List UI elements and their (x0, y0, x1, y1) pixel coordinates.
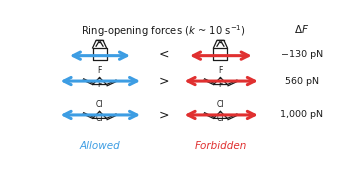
Text: 560 pN: 560 pN (285, 76, 319, 86)
Text: F: F (218, 80, 223, 89)
Text: Cl: Cl (217, 114, 224, 123)
Text: F: F (218, 66, 223, 75)
Text: 1,000 pN: 1,000 pN (280, 110, 323, 120)
Text: >: > (159, 75, 169, 88)
Text: Cl: Cl (217, 100, 224, 109)
Text: F: F (97, 66, 102, 75)
Text: <: < (159, 48, 169, 61)
Text: Ring-opening forces ($k$ ~ 10 s$^{-1}$): Ring-opening forces ($k$ ~ 10 s$^{-1}$) (82, 23, 246, 39)
Text: >: > (159, 108, 169, 121)
Text: $\Delta F$: $\Delta F$ (294, 23, 309, 35)
Text: Allowed: Allowed (79, 141, 120, 151)
Text: Cl: Cl (96, 114, 103, 123)
Text: Forbidden: Forbidden (194, 141, 247, 151)
Text: F: F (97, 80, 102, 89)
Text: Cl: Cl (96, 100, 103, 109)
Text: −130 pN: −130 pN (281, 50, 323, 59)
